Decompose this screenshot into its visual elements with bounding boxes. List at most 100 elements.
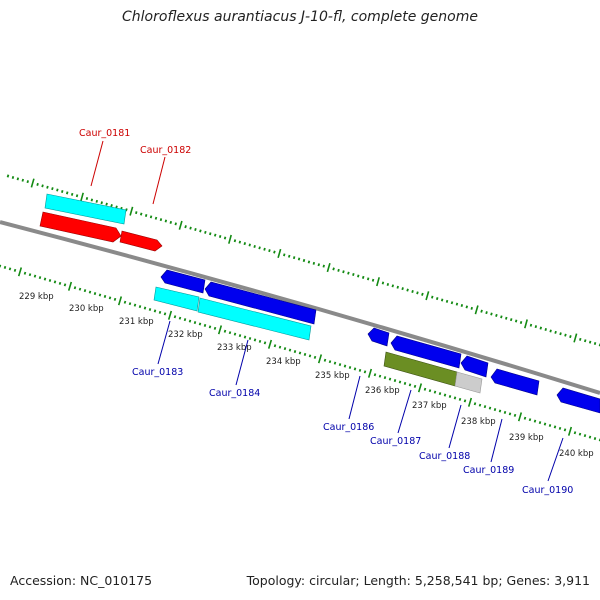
leader-caur-0183 <box>157 320 171 365</box>
minor-tick <box>6 174 10 178</box>
minor-tick <box>223 236 227 240</box>
minor-tick <box>303 352 307 356</box>
scale-label: 240 kbp <box>559 449 594 459</box>
minor-tick <box>539 326 543 330</box>
minor-tick <box>36 182 39 186</box>
minor-tick <box>149 215 153 219</box>
minor-tick <box>483 405 487 409</box>
minor-tick <box>243 335 247 339</box>
minor-tick <box>63 283 67 287</box>
minor-tick <box>113 297 117 301</box>
minor-tick <box>238 240 242 244</box>
minor-tick <box>433 390 437 394</box>
minor-tick <box>453 396 457 400</box>
major-tick <box>326 262 331 273</box>
minor-tick <box>445 299 449 303</box>
genome-summary: Topology: circular; Length: 5,258,541 bp… <box>246 573 590 588</box>
minor-tick <box>578 432 582 436</box>
minor-tick <box>421 292 424 296</box>
major-tick <box>17 267 23 277</box>
major-tick <box>129 206 134 216</box>
minor-tick <box>278 345 282 349</box>
minor-tick <box>78 287 82 291</box>
minor-tick <box>100 201 103 205</box>
minor-tick <box>218 235 222 239</box>
minor-tick <box>253 338 257 342</box>
minor-tick <box>98 293 102 297</box>
minor-tick <box>308 354 312 358</box>
minor-tick <box>108 296 112 300</box>
minor-tick <box>208 325 212 329</box>
gene-label-caur-0188: Caur_0188 <box>419 451 470 462</box>
minor-tick <box>33 274 37 278</box>
minor-tick <box>123 300 127 304</box>
minor-tick <box>273 250 276 254</box>
minor-tick <box>378 374 382 378</box>
minor-tick <box>204 230 207 234</box>
minor-tick <box>103 294 107 298</box>
major-tick <box>67 281 73 291</box>
major-tick <box>277 248 282 259</box>
minor-tick <box>554 330 557 334</box>
minor-tick <box>243 242 247 246</box>
minor-tick <box>90 198 94 202</box>
scale-label: 237 kbp <box>412 401 447 411</box>
minor-tick <box>408 383 412 387</box>
minor-tick <box>312 261 316 265</box>
map-title: Chloroflexus aurantiacus J-10-fl, comple… <box>122 9 478 25</box>
major-tick <box>474 305 479 315</box>
minor-tick <box>564 333 567 337</box>
minor-tick <box>56 188 59 192</box>
minor-tick <box>588 435 592 439</box>
gene-feature-blue-1 <box>160 269 206 294</box>
minor-tick <box>233 239 237 243</box>
major-tick <box>217 325 223 335</box>
minor-tick <box>357 274 360 278</box>
minor-tick <box>209 232 212 236</box>
minor-tick <box>403 381 407 385</box>
scale-label: 236 kbp <box>365 386 400 396</box>
minor-tick <box>317 263 321 267</box>
minor-tick <box>332 267 335 271</box>
gene-feature-caur-0190b <box>556 387 600 414</box>
major-tick <box>167 310 173 320</box>
minor-tick <box>53 280 57 284</box>
gene-label-caur-0186: Caur_0186 <box>323 422 374 433</box>
minor-tick <box>323 358 327 362</box>
major-tick <box>524 319 528 329</box>
minor-tick <box>388 377 392 381</box>
minor-tick <box>38 276 42 280</box>
gene-feature-caur-0182 <box>119 230 163 252</box>
scale-label: 235 kbp <box>315 371 350 381</box>
minor-tick <box>283 347 287 351</box>
minor-tick <box>583 339 587 343</box>
minor-tick <box>509 318 513 322</box>
minor-tick <box>528 418 532 422</box>
minor-tick <box>500 315 503 319</box>
scale-label: 239 kbp <box>509 433 544 443</box>
minor-tick <box>75 194 79 198</box>
scale-label: 229 kbp <box>19 292 54 302</box>
minor-tick <box>188 319 192 323</box>
minor-tick <box>199 229 202 233</box>
gene-feature-caur-0190a <box>490 368 540 396</box>
major-tick <box>117 296 123 306</box>
leader-caur-0181 <box>90 140 104 187</box>
gene-feature-caur-0189 <box>460 355 489 378</box>
minor-tick <box>505 316 508 320</box>
minor-tick <box>495 313 498 317</box>
minor-tick <box>70 192 74 196</box>
minor-tick <box>268 249 271 253</box>
minor-tick <box>174 222 177 226</box>
leader-caur-0184 <box>235 339 249 386</box>
minor-tick <box>396 285 399 289</box>
major-tick <box>367 368 373 378</box>
minor-tick <box>347 271 350 275</box>
minor-tick <box>465 305 469 309</box>
minor-tick <box>478 403 482 407</box>
minor-tick <box>529 323 533 327</box>
leader-caur-0187 <box>397 389 412 434</box>
minor-tick <box>358 368 362 372</box>
minor-tick <box>16 177 20 181</box>
